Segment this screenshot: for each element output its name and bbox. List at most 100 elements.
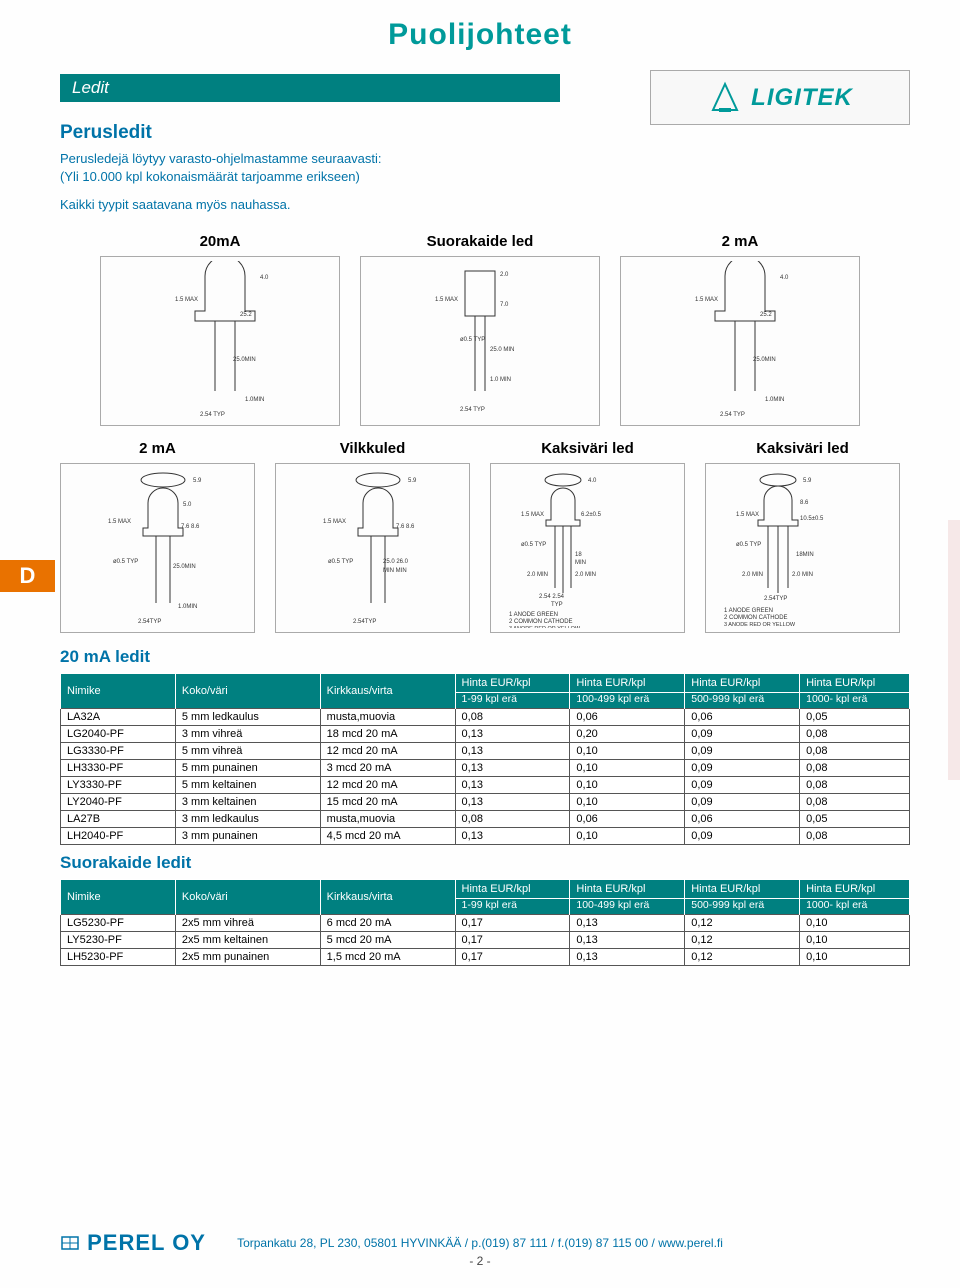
table-cell: 0,17	[455, 914, 570, 931]
logo-text: LIGITEK	[751, 84, 853, 112]
diagram-2ma-5mm: 4.0 1.5 MAX 1.0MIN 2.54 TYP 25.2 25.0MIN	[620, 256, 860, 426]
svg-text:4.0: 4.0	[780, 275, 789, 281]
svg-text:2.54 TYP: 2.54 TYP	[200, 412, 225, 418]
section-bar-ledit: Ledit	[60, 74, 560, 102]
table-cell: musta,muovia	[320, 810, 455, 827]
page-number: - 2 -	[0, 1254, 960, 1268]
table-cell: 0,17	[455, 948, 570, 965]
table-cell: 0,12	[685, 948, 800, 965]
th-price1: Hinta EUR/kpl	[455, 673, 570, 692]
perel-text: PEREL OY	[87, 1230, 206, 1255]
table-cell: 3 mm vihreä	[175, 725, 320, 742]
diagram-title: 20mA	[100, 233, 340, 250]
table-cell: 0,12	[685, 914, 800, 931]
table-row: LG3330-PF5 mm vihreä12 mcd 20 mA0,130,10…	[61, 742, 910, 759]
table-row: LH2040-PF3 mm punainen4,5 mcd 20 mA0,130…	[61, 827, 910, 844]
table-row: LH3330-PF5 mm punainen3 mcd 20 mA0,130,1…	[61, 759, 910, 776]
table-cell: 0,10	[570, 793, 685, 810]
table-cell: 0,08	[800, 827, 910, 844]
table-cell: 2x5 mm keltainen	[175, 931, 320, 948]
svg-text:7.6 8.6: 7.6 8.6	[396, 524, 415, 530]
th-sub3: 500-999 kpl erä	[685, 692, 800, 708]
th-sub1: 1-99 kpl erä	[455, 692, 570, 708]
svg-text:2.0 MIN: 2.0 MIN	[742, 572, 763, 578]
th-price4: Hinta EUR/kpl	[800, 879, 910, 898]
table-cell: 3 mm keltainen	[175, 793, 320, 810]
table-cell: 0,13	[455, 759, 570, 776]
table-cell: 0,09	[685, 725, 800, 742]
table-cell: 0,13	[570, 931, 685, 948]
page-footer: PEREL OY Torpankatu 28, PL 230, 05801 HY…	[0, 1236, 960, 1268]
svg-text:ø0.5 TYP: ø0.5 TYP	[328, 559, 353, 565]
diagram-title: 2 mA	[60, 440, 255, 457]
svg-text:2.54 2.54: 2.54 2.54	[539, 594, 565, 600]
svg-text:2.0 MIN: 2.0 MIN	[527, 572, 548, 578]
table2-title: Suorakaide ledit	[60, 853, 960, 873]
table-cell: 0,09	[685, 827, 800, 844]
table-cell: 1,5 mcd 20 mA	[320, 948, 455, 965]
th-kirkkaus: Kirkkaus/virta	[320, 673, 455, 708]
svg-text:MIN: MIN	[575, 560, 586, 566]
table-header-row: Nimike Koko/väri Kirkkaus/virta Hinta EU…	[61, 879, 910, 898]
svg-text:3 ANODE RED OR YELLOW: 3 ANODE RED OR YELLOW	[509, 626, 581, 628]
table-cell: 0,06	[685, 708, 800, 725]
diagram-suorakaide: 2.0 7.0 1.5 MAX ø0.5 TYP 25.0 MIN 1.0 MI…	[360, 256, 600, 426]
svg-text:5.0: 5.0	[183, 502, 192, 508]
table-cell: musta,muovia	[320, 708, 455, 725]
table-cell: 0,08	[800, 793, 910, 810]
svg-text:10.5±0.5: 10.5±0.5	[800, 516, 824, 522]
svg-text:ø0.5 TYP: ø0.5 TYP	[460, 337, 485, 343]
table-cell: 0,08	[800, 742, 910, 759]
svg-text:ø0.5 TYP: ø0.5 TYP	[113, 559, 138, 565]
table-cell: 12 mcd 20 mA	[320, 742, 455, 759]
th-nimike: Nimike	[61, 879, 176, 914]
th-sub4: 1000- kpl erä	[800, 692, 910, 708]
table-cell: 0,09	[685, 742, 800, 759]
th-sub2: 100-499 kpl erä	[570, 898, 685, 914]
table-cell: LY5230-PF	[61, 931, 176, 948]
svg-text:ø0.5 TYP: ø0.5 TYP	[736, 542, 761, 548]
th-kirkkaus: Kirkkaus/virta	[320, 879, 455, 914]
th-price4: Hinta EUR/kpl	[800, 673, 910, 692]
table-cell: 5 mcd 20 mA	[320, 931, 455, 948]
svg-text:7.0: 7.0	[500, 302, 509, 308]
table-cell: LG2040-PF	[61, 725, 176, 742]
svg-text:6.2±0.5: 6.2±0.5	[581, 512, 602, 518]
th-koko: Koko/väri	[175, 879, 320, 914]
svg-text:25.2: 25.2	[760, 312, 772, 318]
svg-text:1.5 MAX: 1.5 MAX	[435, 297, 458, 303]
svg-text:2.54TYP: 2.54TYP	[764, 596, 787, 602]
page-title: Puolijohteet	[0, 0, 960, 52]
svg-text:8.6: 8.6	[800, 500, 809, 506]
table-cell: 2x5 mm punainen	[175, 948, 320, 965]
table-cell: 5 mm vihreä	[175, 742, 320, 759]
diagram-title: Vilkkuled	[275, 440, 470, 457]
table-cell: 0,10	[570, 742, 685, 759]
th-sub3: 500-999 kpl erä	[685, 898, 800, 914]
table-row: LA27B3 mm ledkaulusmusta,muovia0,080,060…	[61, 810, 910, 827]
svg-text:1.0 MIN: 1.0 MIN	[490, 377, 511, 383]
table-cell: 12 mcd 20 mA	[320, 776, 455, 793]
table-row: LA32A5 mm ledkaulusmusta,muovia0,080,060…	[61, 708, 910, 725]
diagram-title: Kaksiväri led	[490, 440, 685, 457]
th-price3: Hinta EUR/kpl	[685, 879, 800, 898]
table-cell: 3 mm ledkaulus	[175, 810, 320, 827]
svg-text:5.9: 5.9	[803, 478, 812, 484]
svg-text:2 COMMON CATHODE: 2 COMMON CATHODE	[724, 615, 788, 621]
svg-text:2.54TYP: 2.54TYP	[353, 619, 376, 625]
table-cell: 0,10	[570, 759, 685, 776]
table-cell: 0,13	[455, 793, 570, 810]
table-cell: 3 mcd 20 mA	[320, 759, 455, 776]
ligitek-logo: LIGITEK	[650, 70, 910, 125]
svg-text:7.6 8.6: 7.6 8.6	[181, 524, 200, 530]
diagram-title: Kaksiväri led	[705, 440, 900, 457]
svg-text:25.0MIN: 25.0MIN	[233, 357, 256, 363]
svg-text:2.54TYP: 2.54TYP	[138, 619, 161, 625]
table-cell: LH2040-PF	[61, 827, 176, 844]
svg-text:1.5 MAX: 1.5 MAX	[108, 519, 131, 525]
table-cell: 0,20	[570, 725, 685, 742]
svg-text:ø0.5 TYP: ø0.5 TYP	[521, 542, 546, 548]
table-cell: 0,09	[685, 776, 800, 793]
svg-text:4.0: 4.0	[588, 478, 597, 484]
svg-text:2.0 MIN: 2.0 MIN	[575, 572, 596, 578]
